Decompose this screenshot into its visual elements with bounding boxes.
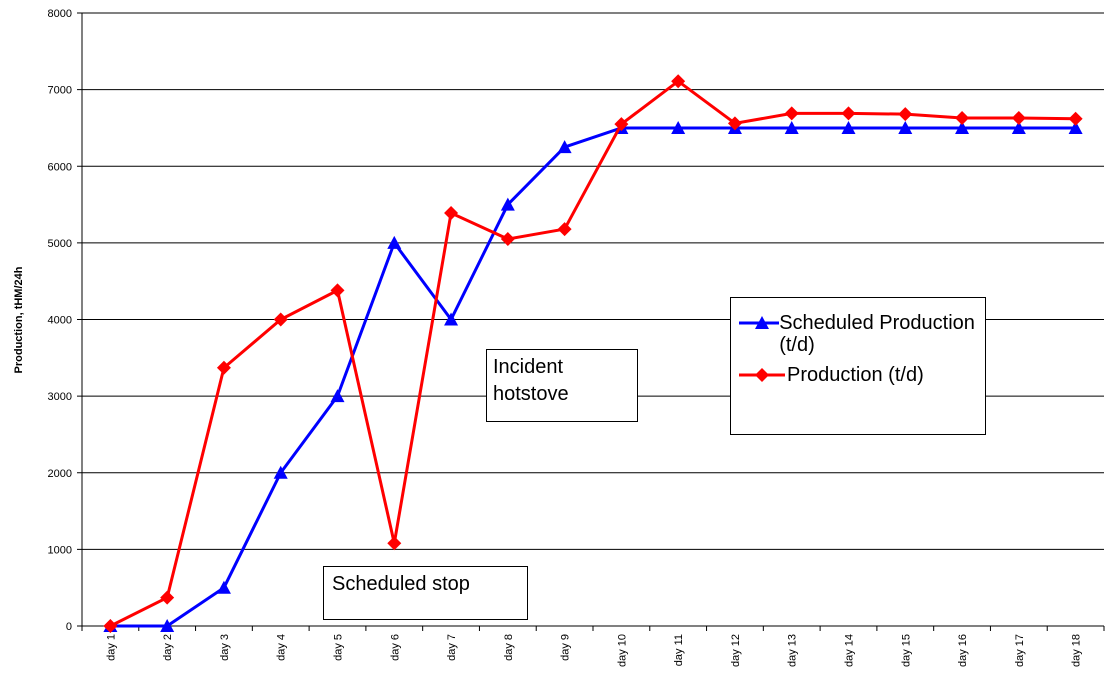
- y-tick-label: 7000: [48, 85, 72, 97]
- marker: [755, 368, 769, 382]
- marker: [273, 312, 288, 327]
- x-tick-label: day 13: [787, 634, 799, 667]
- marker: [330, 283, 345, 298]
- marker: [1011, 110, 1026, 125]
- y-tick-label: 8000: [48, 8, 72, 20]
- legend-item: Scheduled Production (t/d): [737, 312, 979, 356]
- marker: [898, 107, 913, 122]
- annotation: Incident hotstove: [486, 349, 638, 422]
- x-tick-label: day 3: [219, 634, 231, 661]
- marker: [755, 316, 769, 329]
- marker: [387, 536, 402, 551]
- marker: [727, 116, 742, 131]
- x-tick-label: day 15: [900, 634, 912, 667]
- x-tick-label: day 12: [730, 634, 742, 667]
- marker: [557, 222, 572, 237]
- x-tick-label: day 5: [333, 634, 345, 661]
- marker: [216, 360, 231, 375]
- legend: Scheduled Production (t/d) Production (t/…: [730, 297, 986, 435]
- x-tick-label: day 9: [560, 634, 572, 661]
- y-tick-label: 6000: [48, 161, 72, 173]
- marker: [444, 312, 459, 326]
- marker: [614, 117, 629, 132]
- x-tick-label: day 7: [446, 634, 458, 661]
- marker: [1068, 120, 1083, 134]
- marker: [841, 106, 856, 121]
- y-tick-label: 5000: [48, 238, 72, 250]
- x-tick-label: day 2: [162, 634, 174, 661]
- marker: [671, 74, 686, 89]
- x-tick-label: day 11: [673, 634, 685, 666]
- x-tick-label: day 1: [105, 634, 117, 661]
- marker: [955, 120, 970, 134]
- marker: [784, 106, 799, 121]
- marker: [1068, 111, 1083, 126]
- x-tick-label: day 6: [389, 634, 401, 661]
- x-tick-label: day 10: [616, 634, 628, 667]
- x-tick-label: day 4: [276, 634, 288, 661]
- marker: [160, 590, 175, 605]
- x-tick-label: day 8: [503, 634, 515, 661]
- marker: [557, 140, 572, 154]
- x-tick-label: day 16: [957, 634, 969, 667]
- y-tick-label: 1000: [48, 544, 72, 556]
- legend-swatch: [739, 316, 780, 329]
- annotation: Scheduled stop: [323, 566, 528, 620]
- legend-label: Production (t/d): [787, 364, 924, 386]
- marker: [160, 619, 175, 632]
- legend-swatch: [739, 368, 785, 382]
- marker: [103, 619, 118, 633]
- marker: [671, 120, 686, 134]
- x-tick-label: day 18: [1071, 634, 1083, 667]
- marker: [841, 120, 856, 134]
- legend-item: Production (t/d): [737, 364, 979, 386]
- y-tick-label: 0: [66, 621, 72, 633]
- series-line: [110, 126, 1076, 628]
- marker: [216, 580, 231, 594]
- y-axis-label: Production, tHM/24h: [13, 266, 25, 373]
- legend-label: Scheduled Production (t/d): [779, 312, 975, 356]
- y-tick-label: 3000: [48, 391, 72, 403]
- x-tick-label: day 17: [1014, 634, 1026, 667]
- x-tick-label: day 14: [844, 634, 856, 667]
- marker: [955, 110, 970, 125]
- y-tick-label: 4000: [48, 315, 72, 327]
- marker: [444, 205, 459, 220]
- y-tick-label: 2000: [48, 468, 72, 480]
- marker: [387, 235, 402, 249]
- marker: [784, 120, 799, 134]
- marker: [500, 232, 515, 247]
- marker: [1011, 120, 1026, 134]
- marker: [898, 120, 913, 134]
- marker: [500, 197, 515, 211]
- marker: [273, 465, 288, 479]
- series-line: [109, 79, 1076, 628]
- marker: [330, 389, 345, 403]
